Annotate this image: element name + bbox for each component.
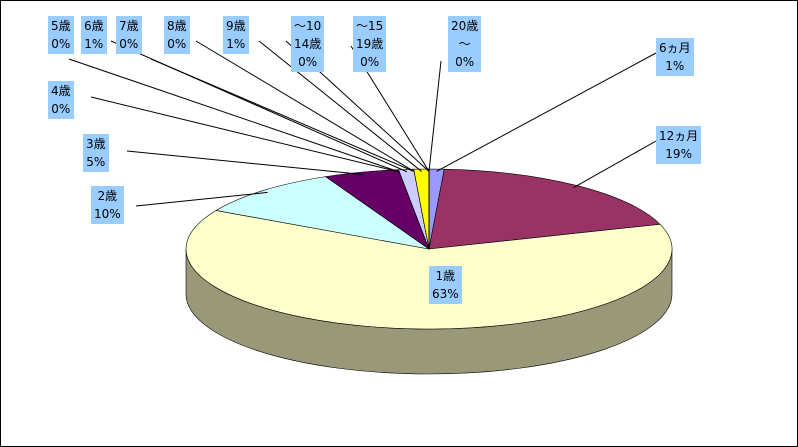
percent-label: 0%	[51, 37, 71, 51]
data-label: 5歳 0%	[48, 16, 74, 54]
category-label: 2歳	[97, 189, 118, 203]
data-label: 1歳 63%	[429, 266, 462, 304]
category-label: 1歳	[435, 269, 456, 283]
data-label: ～15 19歳 0%	[353, 16, 387, 72]
data-label: 8歳 0%	[164, 16, 190, 54]
percent-label: 5%	[86, 155, 106, 169]
percent-label: 19%	[665, 147, 692, 161]
category-label: ～10 14歳	[294, 19, 322, 51]
leader-line	[90, 96, 400, 173]
data-label: ～10 14歳 0%	[291, 16, 325, 72]
percent-label: 0%	[455, 55, 475, 69]
data-label: 3歳 5%	[83, 134, 109, 172]
percent-label: 0%	[119, 37, 139, 51]
category-label: 6ヵ月	[659, 41, 691, 55]
leader-line	[195, 40, 415, 172]
data-label: 6ヵ月 1%	[656, 38, 694, 76]
percent-label: 0%	[298, 55, 318, 69]
category-label: 7歳	[119, 19, 139, 33]
percent-label: 0%	[360, 55, 380, 69]
leader-line	[68, 58, 400, 173]
category-label: 3歳	[86, 137, 106, 151]
leader-line	[150, 58, 415, 173]
percent-label: 1%	[226, 37, 246, 51]
category-label: 12ヵ月	[659, 129, 699, 143]
percent-label: 63%	[432, 287, 459, 301]
category-label: 8歳	[167, 19, 187, 33]
data-label: 6歳 1%	[81, 16, 107, 54]
percent-label: 1%	[665, 59, 685, 73]
category-label: 4歳	[51, 84, 71, 98]
category-label: 5歳	[51, 19, 71, 33]
percent-label: 1%	[84, 37, 104, 51]
leader-line	[126, 150, 364, 175]
data-label: 12ヵ月 19%	[656, 126, 702, 164]
leader-line	[436, 52, 657, 172]
leader-line	[428, 60, 442, 172]
data-label: 2歳 10%	[91, 186, 124, 224]
data-label: 7歳 0%	[116, 16, 142, 54]
leader-line	[135, 191, 268, 207]
leader-line	[258, 40, 422, 172]
data-label: 20歳 ～ 0%	[448, 16, 482, 72]
data-label: 4歳 0%	[48, 81, 74, 119]
category-label: 20歳 ～	[451, 19, 479, 51]
percent-label: 10%	[94, 207, 121, 221]
data-label: 9歳 1%	[223, 16, 249, 54]
percent-label: 0%	[167, 37, 187, 51]
leader-line	[573, 140, 657, 189]
pie-slice	[428, 168, 661, 250]
category-label: 9歳	[226, 19, 246, 33]
category-label: ～15 19歳	[356, 19, 384, 51]
percent-label: 0%	[51, 102, 71, 116]
pie-slice	[215, 176, 430, 250]
category-label: 6歳	[84, 19, 104, 33]
